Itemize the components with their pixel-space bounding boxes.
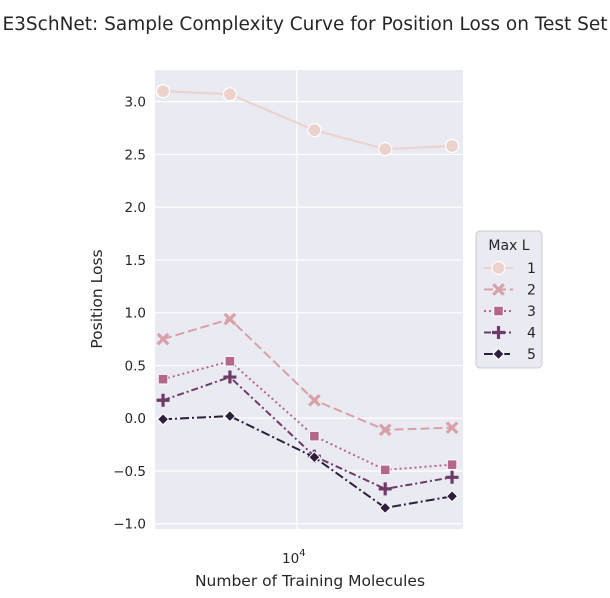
y-tick-label: 2.0 [125,200,146,216]
series-2 [156,312,459,437]
series-1-point [378,142,393,157]
series-3 [157,355,458,476]
series-4-point [156,393,170,407]
legend-item-4: 4 [484,326,536,342]
series-3-point [309,430,320,442]
legend-item-1: 1 [484,260,536,277]
legend-item-5: 5 [484,347,536,363]
series-2-point [156,332,170,346]
series-5 [156,409,459,515]
series-5-point [223,409,237,423]
series-3-line [162,360,453,471]
series-1-point [222,87,238,102]
chart-title: E3SchNet: Sample Complexity Curve for Po… [2,14,607,35]
legend-swatch-marker [492,326,505,339]
series-3-point [157,373,169,385]
y-tick-label: −0.5 [113,464,146,480]
x-tick-label: 104 [282,548,306,567]
series-2-point [445,421,459,435]
y-tick-label: 1.5 [125,253,146,269]
legend-items: 1 2 3 4 5 [484,260,536,363]
legend-swatch-marker [492,347,505,361]
series-3-point [224,355,236,367]
legend-label: 5 [527,347,536,363]
series-4-point [223,370,237,384]
legend-swatch-marker [491,260,506,276]
legend-swatch-marker [493,305,504,317]
y-tick-label: 0.0 [125,411,146,427]
series-1-point [307,123,322,138]
legend: Max L 1 2 3 4 5 [475,230,543,369]
series-2-point [308,393,321,407]
y-tick-label: 0.5 [125,358,146,374]
legend-label: 3 [527,304,536,320]
series-1-point [155,84,171,99]
series-5-point [378,501,392,515]
x-tick-labels: 104 [282,548,306,567]
x-tick-base: 10 [282,551,299,567]
plot-area [155,70,463,529]
legend-label: 4 [527,326,536,342]
legend-title: Max L [488,238,529,254]
series-1 [155,84,460,157]
series-5-point [156,413,170,426]
legend-label: 1 [527,261,536,277]
series-4-point [445,470,459,484]
series-1-point [444,138,460,154]
legend-label: 2 [527,283,536,299]
series-5-point [308,451,321,464]
y-tick-label: 1.0 [125,306,146,322]
y-axis-label: Position Loss [88,249,106,348]
grid-lines [155,70,463,529]
series-3-point [446,459,458,470]
series-5-point [445,490,459,503]
x-tick-exponent: 4 [299,548,305,559]
legend-item-2: 2 [484,283,536,299]
series-4-point [378,482,392,496]
y-tick-label: 3.0 [125,95,146,111]
series-2-point [378,423,392,437]
y-tick-labels: 3.0 2.5 2.0 1.5 1.0 0.5 0.0 −0.5 −1.0 [113,95,146,533]
legend-swatch-marker [492,283,505,296]
y-tick-label: 2.5 [125,147,146,163]
x-axis-label: Number of Training Molecules [195,572,425,590]
series-2-point [223,312,237,326]
legend-item-3: 3 [484,304,536,320]
y-tick-label: −1.0 [113,517,146,533]
series-layer [155,84,460,515]
series-3-point [379,464,391,476]
